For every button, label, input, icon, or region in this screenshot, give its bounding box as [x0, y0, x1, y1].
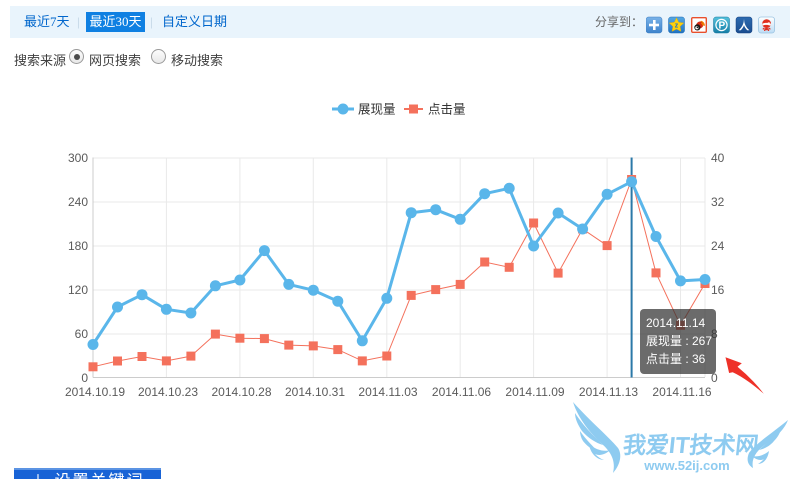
svg-text:40: 40 — [711, 151, 725, 165]
svg-text:0: 0 — [711, 371, 718, 385]
svg-text:z: z — [675, 23, 679, 30]
svg-text:300: 300 — [68, 151, 88, 165]
svg-text:2014.11.03: 2014.11.03 — [358, 385, 417, 399]
svg-text:16: 16 — [711, 283, 725, 297]
svg-text:24: 24 — [711, 239, 725, 253]
svg-text:120: 120 — [68, 283, 88, 297]
svg-text:展现量: 展现量 — [358, 103, 396, 117]
svg-text:0: 0 — [81, 371, 88, 385]
svg-text:P: P — [718, 21, 725, 32]
svg-text:2014.10.23: 2014.10.23 — [138, 385, 198, 399]
svg-text:www.52ij.com: www.52ij.com — [643, 458, 730, 473]
svg-text:240: 240 — [68, 195, 88, 209]
svg-text:2014.10.28: 2014.10.28 — [211, 385, 271, 399]
svg-text:32: 32 — [711, 195, 725, 209]
svg-text:2014.11.13: 2014.11.13 — [579, 385, 638, 399]
svg-text:2014.11.06: 2014.11.06 — [432, 385, 491, 399]
svg-text:2014.11.09: 2014.11.09 — [505, 385, 564, 399]
svg-text:2014.10.31: 2014.10.31 — [285, 385, 345, 399]
svg-text:点击量: 点击量 — [428, 103, 466, 117]
svg-text:2014.11.16: 2014.11.16 — [652, 385, 711, 399]
svg-text:我爱IT技术网: 我爱IT技术网 — [622, 432, 760, 458]
svg-text:180: 180 — [68, 239, 88, 253]
svg-text:60: 60 — [75, 327, 89, 341]
svg-text:2014.10.19: 2014.10.19 — [65, 385, 125, 399]
